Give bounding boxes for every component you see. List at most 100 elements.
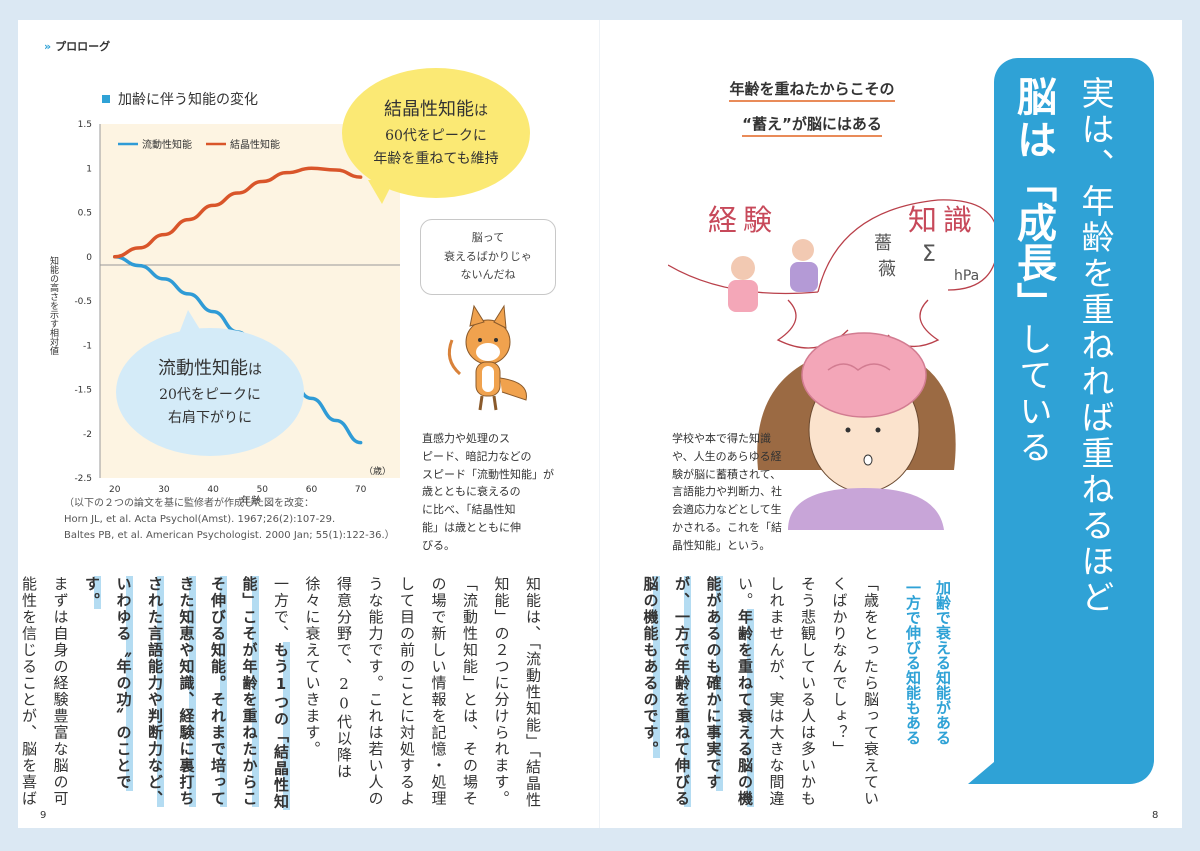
book-spread: » プロローグ 加齢に伴う知能の変化 1.5 1 0.5 0 -0.5 -1 -1.5 -2 -2…	[18, 20, 1182, 828]
y-tick-label: -1	[83, 341, 92, 351]
headline-brain: 脳は	[1010, 76, 1056, 162]
section-header: » プロローグ	[44, 38, 110, 54]
brain-caption: 学校や本で得た知識 や、人生のあらゆる経 験が脳に蓄積されて、 言語能力や判断力…	[672, 430, 812, 555]
left-body-paragraph: 一方で、もう1つの「結晶性知能」こそが年齢を重ねたからこそ伸びる知能。それまで培…	[76, 576, 297, 812]
knowledge-word: 知識	[908, 203, 979, 237]
bubble-yellow-tail	[368, 180, 394, 204]
y-tick-label: 0	[86, 253, 92, 263]
sigma-icon: Σ	[922, 242, 936, 267]
bubble-yellow-line2: 年齢を重ねても維持	[373, 150, 499, 167]
fox-caption-line: びる。	[422, 538, 455, 552]
page-number-right: 8	[1152, 810, 1159, 821]
source-line: Baltes PB, et al. American Psychologist.…	[64, 530, 395, 541]
right-body-lead: そう悲観している人は多いかもしれませんが、実は大きな間違い。	[736, 576, 817, 807]
fox-illustration	[447, 304, 527, 411]
series-line-crystal	[113, 166, 363, 259]
brain-caption-line: 学校や本で得た知識	[672, 432, 771, 445]
right-subhead-line1: 加齢で衰える知能がある	[934, 580, 952, 745]
brain-caption-line: かされる。これを「結	[672, 521, 782, 535]
source-note: （以下の２つの論文を基に監修者が作成した図を改変： Horn JL, et al…	[64, 496, 395, 544]
right-subtitle: 年齢を重ねたからこその “蓄え”が脳にはある	[682, 75, 942, 139]
right-subtitle-line2: “蓄え”が脳にはある	[742, 115, 882, 137]
legend-label-fluid: 流動性知能	[142, 138, 192, 151]
hpa-doodle: hPa	[954, 268, 980, 284]
bubble-yellow-title: 結晶性知能	[384, 99, 474, 121]
x-tick-label: 30	[158, 485, 170, 492]
square-bullet-icon	[102, 95, 110, 103]
x-tick-label: 20	[109, 485, 121, 492]
headline-box	[994, 58, 1154, 784]
fluid-intelligence-bubble: 流動性知能は 20代をピークに 右肩下がりに	[116, 328, 304, 456]
right-body-highlight: 年齢を重ねて衰える脳の機能があるのも確かに事実ですが、一方で年齢を重ねて伸びる脳…	[641, 576, 754, 807]
bubble-blue-suffix: は	[248, 362, 262, 379]
page-number-left: 9	[40, 810, 47, 821]
x-tick-label: 70	[355, 485, 367, 492]
headline-rest: している	[1014, 322, 1053, 466]
x-tick-label: 40	[207, 485, 219, 492]
fox-caption-line: 歳とともに衰えるの	[422, 485, 521, 499]
brain-caption-line: 言語能力や判断力、社	[672, 485, 782, 499]
left-body-text: 知能は、「流動性知能」「結晶性知能」の２つに分けられます。「流動性知能」とは、そ…	[20, 576, 548, 812]
bubble-blue-line1: 20代をピークに	[159, 386, 261, 403]
headline-col2: 脳は「成長」している	[1006, 76, 1060, 756]
y-tick-label: -0.5	[74, 297, 92, 307]
right-body-paragraph: 「歳をとったら脳って衰えていくばかりなんでしょ？」	[830, 576, 881, 807]
crystal-intelligence-bubble: 結晶性知能は 60代をピークに 年齢を重ねても維持	[342, 68, 530, 198]
bubble-yellow-line1: 60代をピークに	[385, 127, 487, 144]
brain-caption-line: や、人生のあらゆる経	[672, 449, 782, 463]
fox-bubble-line2: 衰えるばかりじゃ	[444, 249, 532, 263]
bubble-blue-tail	[178, 310, 204, 336]
x-axis-title-label: 年齢	[241, 496, 261, 507]
source-line: （以下の２つの論文を基に監修者が作成した図を改変：	[64, 498, 314, 509]
fox-speech-bubble: 脳って 衰えるばかりじゃ ないんだね	[420, 219, 556, 295]
right-subhead: 加齢で衰える知能がある 一方で伸びる知能もある	[898, 580, 958, 800]
x-axis-unit: （歳）	[364, 467, 392, 477]
brain-caption-line: 晶性知能」という。	[672, 538, 771, 552]
gutter	[599, 20, 600, 828]
right-body-text: 「歳をとったら脳って衰えていくばかりなんでしょ？」 そう悲観している人は多いかも…	[641, 576, 886, 812]
bubble-yellow-suffix: は	[474, 103, 488, 120]
fox-caption-line: ピード、暗記力などの	[422, 449, 532, 463]
y-tick-label: 1.5	[78, 120, 92, 130]
fox-bubble-line3: ないんだね	[460, 268, 516, 282]
chevron-right-icon: »	[44, 40, 52, 53]
right-subtitle-line1: 年齢を重ねたからこその	[729, 80, 895, 102]
source-line: Horn JL, et al. Acta Psychol(Amst). 1967…	[64, 514, 336, 525]
y-tick-label: -2	[83, 430, 92, 440]
experience-word: 経験	[708, 203, 779, 237]
x-tick-label: 60	[306, 485, 318, 492]
fox-caption-line: に比べ、「結晶性知	[422, 503, 516, 517]
bubble-blue-title: 流動性知能	[158, 358, 248, 380]
y-tick-label: 0.5	[78, 209, 92, 219]
y-tick-label: -1.5	[74, 386, 92, 396]
doodle-kanji-2: 薇	[878, 259, 896, 280]
fox-caption: 直感力や処理のス ピード、暗記力などの スピード「流動性知能」が 歳とともに衰え…	[422, 430, 562, 555]
legend-label-crystal: 結晶性知能	[230, 138, 280, 151]
headline-growth: 「成長」	[1010, 162, 1056, 322]
right-subhead-line2: 一方で伸びる知能もある	[904, 580, 922, 745]
y-axis-title: 知能の高さを示す相対値	[48, 256, 58, 355]
doodle-kanji-1: 薔	[874, 233, 892, 254]
x-tick-label: 50	[257, 485, 269, 492]
left-body-highlight: もう1つの「結晶性知能」こそが年齢を重ねたからこそ伸びる知能。それまで培ってきた…	[83, 576, 290, 810]
fox-bubble-line1: 脳って	[471, 230, 505, 244]
fox-caption-line: スピード「流動性知能」が	[422, 467, 554, 481]
left-body-paragraph: 知能は、「流動性知能」「結晶性知能」の２つに分けられます。「流動性知能」とは、そ…	[303, 576, 543, 809]
left-body-lead: 一方で、	[272, 576, 290, 642]
bubble-blue-line2: 右肩下がりに	[168, 409, 252, 426]
brain-caption-line: 会適応力などとして生	[672, 503, 782, 517]
left-body-paragraph: まずは自身の経験豊富な脳の可能性を信じることが、脳を喜ばせる第一歩と心得てくださ…	[20, 576, 70, 807]
headline-box-tail	[968, 762, 994, 784]
chart-title: 加齢に伴う知能の変化	[102, 89, 258, 109]
chart-title-text: 加齢に伴う知能の変化	[118, 92, 258, 108]
section-label: プロローグ	[55, 40, 111, 53]
brain-caption-line: 験が脳に蓄積されて、	[672, 467, 782, 481]
chart-legend: 流動性知能 結晶性知能	[118, 138, 280, 151]
y-tick-label: 1	[86, 164, 92, 174]
brain-illustration	[668, 199, 999, 530]
right-body-paragraph: そう悲観している人は多いかもしれませんが、実は大きな間違い。年齢を重ねて衰える脳…	[634, 576, 823, 812]
fox-caption-line: 能」は歳とともに伸	[422, 521, 521, 535]
headline-col1: 実は、年齢を重ねれば重ねるほど	[1076, 76, 1115, 616]
fox-caption-line: 直感力や処理のス	[422, 432, 510, 445]
y-tick-label: -2.5	[74, 474, 92, 484]
